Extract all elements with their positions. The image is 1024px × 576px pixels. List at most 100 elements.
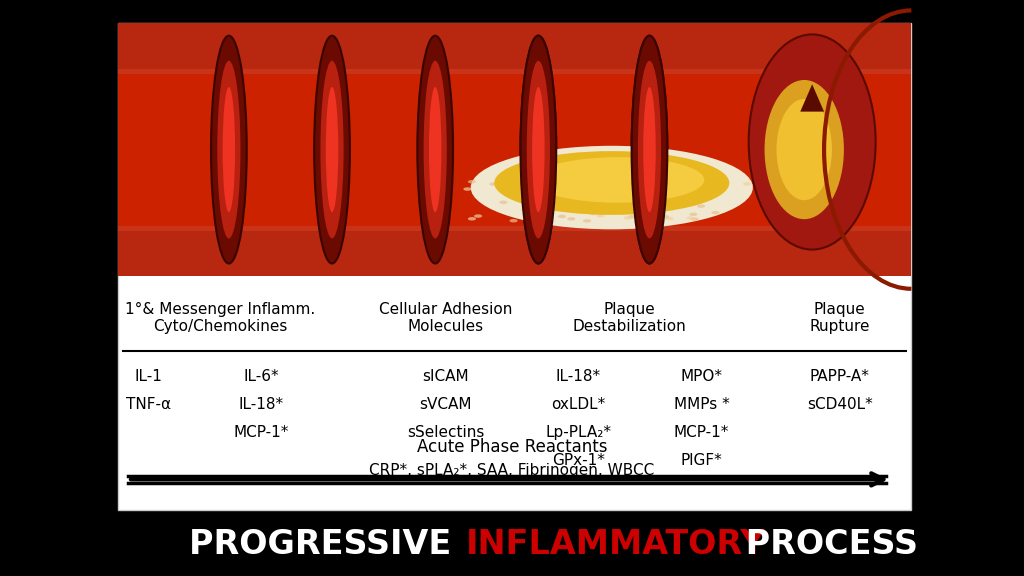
Ellipse shape bbox=[776, 99, 831, 200]
Ellipse shape bbox=[600, 210, 608, 213]
Ellipse shape bbox=[625, 187, 633, 191]
Ellipse shape bbox=[749, 35, 876, 249]
Text: Lp-PLA₂*: Lp-PLA₂* bbox=[546, 425, 611, 440]
Ellipse shape bbox=[513, 184, 521, 188]
Ellipse shape bbox=[531, 157, 705, 203]
Ellipse shape bbox=[657, 201, 666, 204]
Ellipse shape bbox=[632, 206, 640, 210]
Ellipse shape bbox=[643, 87, 655, 212]
Text: IL-6*: IL-6* bbox=[244, 369, 279, 384]
Ellipse shape bbox=[500, 200, 508, 204]
Ellipse shape bbox=[625, 208, 633, 211]
Ellipse shape bbox=[679, 180, 687, 183]
Text: TNF-α: TNF-α bbox=[126, 397, 171, 412]
Ellipse shape bbox=[495, 151, 729, 215]
Ellipse shape bbox=[527, 197, 536, 200]
Ellipse shape bbox=[211, 36, 247, 263]
Text: Acute Phase Reactants: Acute Phase Reactants bbox=[417, 438, 607, 456]
Ellipse shape bbox=[581, 186, 589, 190]
Ellipse shape bbox=[589, 212, 597, 215]
Ellipse shape bbox=[671, 202, 679, 205]
Ellipse shape bbox=[752, 183, 760, 186]
Ellipse shape bbox=[632, 36, 668, 263]
Text: IL-18*: IL-18* bbox=[556, 369, 601, 384]
Ellipse shape bbox=[593, 205, 601, 209]
Text: Plaque
Destabilization: Plaque Destabilization bbox=[572, 302, 687, 335]
Ellipse shape bbox=[697, 204, 706, 208]
Ellipse shape bbox=[689, 213, 697, 216]
Ellipse shape bbox=[532, 87, 545, 212]
Text: oxLDL*: oxLDL* bbox=[552, 397, 605, 412]
Ellipse shape bbox=[520, 36, 556, 263]
Ellipse shape bbox=[632, 36, 668, 263]
Ellipse shape bbox=[668, 188, 676, 191]
Ellipse shape bbox=[583, 219, 591, 222]
Ellipse shape bbox=[565, 180, 573, 183]
Text: PROCESS: PROCESS bbox=[734, 528, 919, 561]
Text: CRP*, sPLA₂*, SAA, Fibrinogen, WBCC: CRP*, sPLA₂*, SAA, Fibrinogen, WBCC bbox=[370, 463, 654, 478]
Ellipse shape bbox=[624, 216, 632, 219]
Ellipse shape bbox=[612, 210, 621, 214]
Ellipse shape bbox=[418, 36, 453, 263]
Ellipse shape bbox=[520, 36, 556, 263]
Text: INFLAMMATORY: INFLAMMATORY bbox=[466, 528, 765, 561]
Ellipse shape bbox=[638, 60, 662, 238]
Ellipse shape bbox=[672, 203, 680, 206]
Text: GPx-1*: GPx-1* bbox=[552, 453, 605, 468]
Ellipse shape bbox=[613, 202, 622, 206]
Text: sSelectins: sSelectins bbox=[407, 425, 484, 440]
Ellipse shape bbox=[685, 194, 693, 197]
Ellipse shape bbox=[605, 181, 613, 184]
Ellipse shape bbox=[638, 60, 662, 238]
Ellipse shape bbox=[509, 219, 517, 222]
Ellipse shape bbox=[690, 217, 698, 221]
Bar bbox=[118, 230, 911, 276]
Ellipse shape bbox=[765, 80, 844, 219]
Ellipse shape bbox=[712, 211, 720, 214]
Ellipse shape bbox=[570, 185, 579, 189]
Ellipse shape bbox=[489, 183, 498, 186]
Ellipse shape bbox=[657, 202, 666, 206]
Ellipse shape bbox=[650, 186, 658, 190]
Ellipse shape bbox=[326, 87, 338, 212]
Ellipse shape bbox=[597, 214, 605, 218]
Ellipse shape bbox=[666, 217, 674, 221]
Text: sCD40L*: sCD40L* bbox=[807, 397, 872, 412]
Text: IL-1: IL-1 bbox=[134, 369, 163, 384]
Ellipse shape bbox=[667, 207, 675, 211]
Ellipse shape bbox=[633, 193, 641, 196]
Ellipse shape bbox=[468, 217, 476, 221]
Ellipse shape bbox=[506, 191, 514, 195]
Text: MCP-1*: MCP-1* bbox=[233, 425, 289, 440]
Ellipse shape bbox=[526, 60, 550, 238]
Ellipse shape bbox=[686, 217, 694, 220]
Ellipse shape bbox=[463, 187, 471, 191]
Ellipse shape bbox=[217, 60, 241, 238]
Text: MMPs *: MMPs * bbox=[674, 397, 729, 412]
Ellipse shape bbox=[703, 194, 712, 198]
Ellipse shape bbox=[539, 180, 547, 183]
Ellipse shape bbox=[684, 187, 692, 191]
Ellipse shape bbox=[314, 36, 350, 263]
Ellipse shape bbox=[544, 209, 552, 212]
Bar bbox=[118, 74, 911, 226]
Text: MPO*: MPO* bbox=[680, 369, 723, 384]
Ellipse shape bbox=[520, 208, 528, 211]
Ellipse shape bbox=[468, 180, 476, 183]
Polygon shape bbox=[801, 84, 824, 112]
Ellipse shape bbox=[424, 60, 446, 238]
Ellipse shape bbox=[544, 193, 552, 196]
Ellipse shape bbox=[554, 180, 562, 184]
Ellipse shape bbox=[558, 215, 566, 218]
Ellipse shape bbox=[643, 87, 655, 212]
Text: PAPP-A*: PAPP-A* bbox=[810, 369, 869, 384]
Ellipse shape bbox=[572, 208, 581, 211]
Bar bbox=[118, 23, 911, 276]
Ellipse shape bbox=[628, 215, 636, 218]
Ellipse shape bbox=[321, 60, 344, 238]
Text: Cellular Adhesion
Molecules: Cellular Adhesion Molecules bbox=[379, 302, 512, 335]
Ellipse shape bbox=[429, 87, 441, 212]
Text: sVCAM: sVCAM bbox=[419, 397, 472, 412]
Ellipse shape bbox=[222, 87, 236, 212]
Text: Plaque
Rupture: Plaque Rupture bbox=[809, 302, 870, 335]
